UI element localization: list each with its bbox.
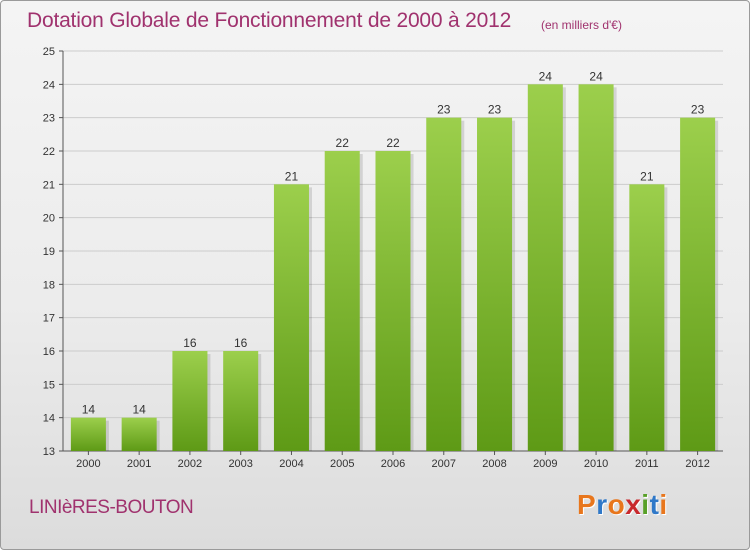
- x-tick-label: 2001: [127, 458, 151, 470]
- data-label: 21: [285, 169, 299, 183]
- y-tick-label: 21: [43, 179, 55, 191]
- data-label: 16: [183, 336, 197, 350]
- x-tick-label: 2010: [584, 458, 608, 470]
- data-label: 14: [82, 403, 96, 417]
- bar-2012: [680, 117, 716, 452]
- data-label: 23: [691, 103, 705, 117]
- bar-2009: [527, 84, 563, 451]
- x-tick-label: 2005: [330, 458, 354, 470]
- data-label: 24: [539, 69, 553, 83]
- logo-letter: t: [649, 489, 660, 520]
- x-tick-label: 2003: [228, 458, 252, 470]
- y-tick-label: 17: [43, 313, 55, 325]
- bar-2003: [223, 351, 259, 451]
- x-tick-label: 2000: [76, 458, 100, 470]
- unit-note: (en milliers d'€): [541, 18, 622, 32]
- y-tick-label: 18: [43, 279, 55, 291]
- bar-2000: [70, 417, 106, 451]
- bar-2008: [477, 117, 513, 452]
- data-label: 21: [640, 169, 654, 183]
- data-labels: 14 14 16 16 21 22 22 23 23 24 24 21 23: [82, 69, 705, 416]
- y-tick-label: 13: [43, 446, 55, 458]
- bar-2010: [578, 84, 614, 451]
- x-tick-label: 2009: [533, 458, 557, 470]
- bar-2011: [629, 184, 665, 452]
- proxiti-logo[interactable]: Proxiti: [577, 489, 668, 521]
- y-tick-label: 20: [43, 213, 55, 225]
- data-label: 22: [336, 136, 350, 150]
- logo-letter: x: [625, 489, 642, 520]
- data-label: 23: [437, 103, 451, 117]
- data-label: 16: [234, 336, 248, 350]
- bar-2006: [375, 151, 411, 451]
- data-label: 22: [386, 136, 400, 150]
- y-tick-label: 22: [43, 146, 55, 158]
- logo-letter: i: [641, 489, 650, 520]
- data-label: 23: [488, 103, 502, 117]
- y-tick-label: 25: [43, 46, 55, 58]
- y-tick-label: 16: [43, 346, 55, 358]
- logo-letter: r: [596, 489, 608, 520]
- bar-2007: [426, 117, 462, 452]
- y-tick-label: 23: [43, 113, 55, 125]
- logo-letter: o: [607, 489, 626, 520]
- y-tick-label: 15: [43, 379, 55, 391]
- y-tick-label: 24: [43, 79, 55, 91]
- data-label: 24: [589, 69, 603, 83]
- bars: [70, 84, 719, 452]
- data-label: 14: [132, 403, 146, 417]
- y-tick-label: 19: [43, 246, 55, 258]
- logo-letter: i: [659, 489, 668, 520]
- x-tick-label: 2008: [482, 458, 506, 470]
- y-tick-label: 14: [43, 413, 55, 425]
- x-tick-label: 2007: [432, 458, 456, 470]
- bar-2004: [273, 184, 309, 452]
- x-tick-label: 2002: [178, 458, 202, 470]
- x-tick-label: 2004: [279, 458, 303, 470]
- bar-2001: [121, 417, 157, 451]
- logo-letter: P: [577, 489, 597, 520]
- x-tick-label: 2012: [685, 458, 709, 470]
- chart-title: Dotation Globale de Fonctionnement de 20…: [27, 9, 512, 32]
- bar-2005: [324, 151, 360, 451]
- commune-name: LINIèRES-BOUTON: [29, 497, 194, 518]
- x-tick-label: 2006: [381, 458, 405, 470]
- bar-2002: [172, 351, 208, 451]
- x-tick-label: 2011: [635, 458, 659, 470]
